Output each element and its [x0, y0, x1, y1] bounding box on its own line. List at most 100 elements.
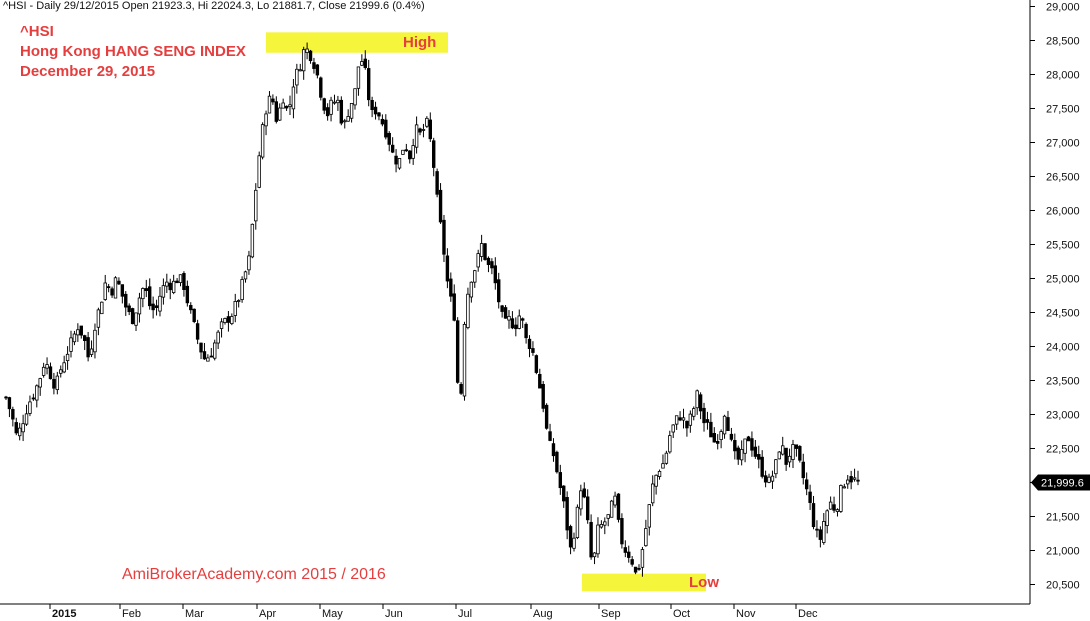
candle-body	[681, 417, 686, 421]
candle-body	[192, 308, 196, 323]
candle-body	[370, 100, 374, 111]
candle-body	[312, 62, 316, 69]
y-tick-label: 22,500	[1046, 444, 1080, 456]
candle-body	[206, 357, 210, 362]
candle-body	[113, 277, 118, 299]
candle-body	[117, 280, 121, 285]
candle-body	[233, 301, 237, 316]
candle-body	[384, 119, 388, 138]
candle-body	[585, 496, 590, 521]
candle-body	[490, 261, 494, 269]
candle-body	[510, 318, 515, 329]
candle-body	[770, 475, 775, 482]
candle-body	[825, 510, 829, 526]
candle-body	[226, 316, 231, 323]
candle-body	[86, 337, 90, 358]
candle-body	[35, 385, 39, 401]
candle-body	[76, 329, 80, 336]
candle-body	[59, 369, 63, 374]
candle-body	[442, 219, 446, 255]
candle-body	[425, 117, 429, 127]
candle-body	[17, 427, 22, 437]
candle-body	[664, 452, 669, 464]
candle-body	[678, 417, 682, 421]
candle-body	[633, 566, 638, 573]
candle-body	[493, 265, 498, 284]
candle-body	[380, 118, 385, 125]
candle-body	[668, 435, 672, 453]
candle-body	[62, 362, 66, 373]
candle-body	[250, 223, 255, 258]
candle-body	[568, 526, 573, 548]
candle-body	[589, 521, 593, 558]
candle-body	[21, 423, 25, 433]
candle-body	[394, 155, 398, 165]
candle-body	[216, 331, 220, 344]
candle-body	[360, 61, 364, 66]
candle-body	[449, 278, 453, 297]
candle-body	[674, 415, 679, 425]
y-tick-label: 24,000	[1046, 342, 1080, 354]
candle-body	[716, 440, 720, 444]
y-axis-ticks: 20,50021,00021,50022,00022,50023,00023,5…	[1030, 2, 1080, 592]
candle-body	[278, 107, 282, 121]
candle-body	[137, 297, 142, 315]
candle-body	[48, 366, 53, 380]
candle-body	[219, 321, 224, 329]
candle-body	[254, 189, 258, 222]
candle-body	[315, 64, 320, 76]
candle-body	[308, 50, 313, 62]
candle-body	[842, 486, 847, 489]
candle-body	[301, 49, 306, 72]
x-tick-label: May	[322, 608, 343, 620]
candle-body	[459, 383, 463, 394]
candle-body	[414, 124, 419, 148]
x-tick-label: Oct	[673, 608, 690, 620]
candle-body	[213, 342, 217, 359]
candle-body	[473, 270, 477, 283]
candle-body	[705, 419, 710, 423]
candle-body	[31, 397, 36, 400]
chart-date-title: December 29, 2015	[20, 63, 156, 80]
candle-body	[479, 243, 484, 257]
candle-body	[685, 420, 689, 429]
candle-body	[343, 120, 347, 123]
candle-body	[753, 446, 758, 457]
candle-body	[804, 479, 809, 490]
highlight-zones	[266, 32, 706, 592]
candle-body	[822, 521, 826, 543]
y-tick-label: 27,000	[1046, 138, 1080, 150]
x-tick-label: Sep	[601, 608, 621, 620]
candle-body	[428, 119, 432, 140]
candle-body	[739, 449, 744, 461]
candle-body	[695, 390, 699, 409]
y-tick-label: 26,000	[1046, 206, 1080, 218]
y-tick-label: 25,000	[1046, 274, 1080, 286]
candle-body	[127, 305, 131, 313]
candle-body	[257, 155, 261, 188]
candle-body	[544, 404, 549, 429]
candle-body	[462, 323, 467, 397]
candle-body	[828, 501, 833, 510]
candle-body	[709, 421, 713, 438]
candle-body	[346, 116, 350, 122]
candle-body	[284, 105, 289, 109]
low-annotation: Low	[689, 574, 719, 591]
candle-body	[582, 488, 586, 498]
candle-body	[353, 88, 357, 106]
y-tick-label: 21,500	[1046, 512, 1080, 524]
y-tick-label: 28,000	[1046, 70, 1080, 82]
candle-body	[784, 447, 788, 465]
candle-body	[469, 281, 474, 298]
candle-body	[616, 493, 621, 520]
candle-body	[517, 315, 521, 329]
candle-body	[763, 475, 768, 483]
y-tick-label: 26,500	[1046, 172, 1080, 184]
y-tick-label: 29,000	[1046, 2, 1080, 14]
candle-body	[575, 506, 580, 539]
candle-body	[24, 413, 29, 425]
y-tick-label: 25,500	[1046, 240, 1080, 252]
candlestick-series	[4, 42, 860, 577]
candle-body	[599, 524, 604, 528]
